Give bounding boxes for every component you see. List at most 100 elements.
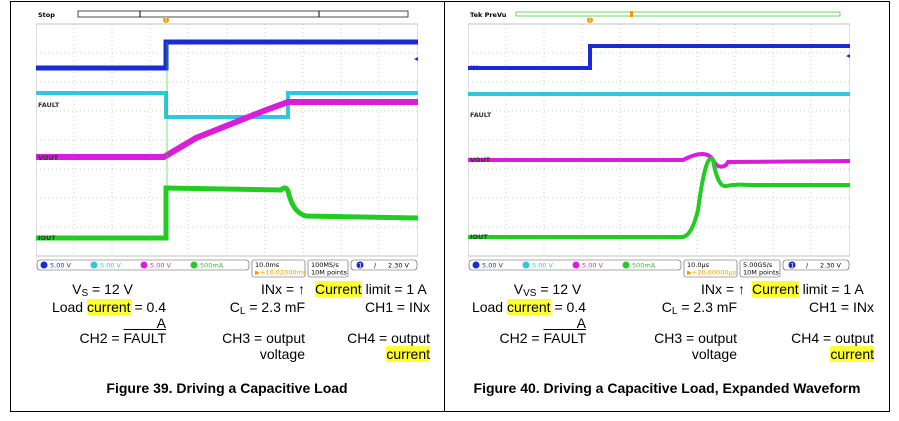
timebase: 10.0µs (687, 261, 710, 269)
cl-sub: L (671, 306, 678, 317)
param-ch4: CH4 = output current (752, 330, 874, 362)
trigger-channel: 1 (790, 261, 794, 269)
vs-prefix: V (513, 281, 524, 297)
parameter-block-fig39: VS = 12 V INx = ↑ Current limit = 1 A Lo… (10, 281, 444, 371)
record-points: 10M points (311, 269, 348, 277)
trigger-slope-icon: / (806, 262, 809, 270)
trigger-slope-icon: / (374, 262, 377, 270)
param-vs: VS = 12 V (40, 281, 165, 302)
record-view-bar (515, 11, 841, 17)
channel-label-fault: FAULT (38, 101, 60, 109)
sample-rate: 5.00GS/s (743, 261, 773, 269)
ch2-prefix: CH2 = (499, 330, 544, 346)
ch4-line1: CH4 = output (347, 330, 430, 346)
param-ch3: CH3 = output voltage (190, 330, 305, 362)
param-current-limit: Current limit = 1 A (315, 281, 440, 297)
cl-sub: L (239, 306, 246, 317)
cl-prefix: C (229, 299, 240, 315)
ch3-line1: CH3 = output (222, 330, 305, 346)
trigger-marker-text: T (587, 16, 592, 24)
trace-ch1-input (36, 39, 418, 71)
ch4-highlight: current (830, 346, 874, 362)
trace-ch1-input (468, 44, 850, 70)
channel-label-iout: IOUT (470, 233, 488, 241)
scope-status-text: Stop (38, 11, 55, 19)
vs-prefix: V (72, 281, 82, 297)
param-load-current: Load current = 0.4 A (445, 299, 586, 331)
table-border-left (10, 1, 11, 412)
trace-ch2-fault (36, 91, 418, 119)
figure39-caption: Figure 39. Driving a Capacitive Load (106, 380, 348, 396)
param-ch2: CH2 = FAULT (445, 330, 587, 346)
scope-screen-fig39: Stop T (36, 10, 418, 278)
ch2-fault: FAULT (123, 330, 166, 346)
scope-screen-fig40: Tek PreVu T (468, 11, 850, 278)
param-cl: CL = 2.3 mF (190, 299, 305, 320)
param-current-limit: Current limit = 1 A (752, 281, 882, 297)
ch3-line1: CH3 = output (654, 330, 737, 346)
ch1-offset-marker (414, 57, 418, 61)
ch4-scale: 500mA (200, 262, 224, 270)
ch2-fault: FAULT (543, 330, 586, 346)
scope-capture-fig39: Stop T (36, 10, 418, 278)
load-prefix: Load (51, 299, 87, 315)
ch3-line2: voltage (259, 346, 305, 362)
vs-sub: VS (523, 288, 537, 299)
vs-sub: S (81, 288, 89, 299)
table-border-top (10, 1, 890, 2)
param-ch1: CH1 = INx (809, 299, 874, 315)
sample-rate: 100MS/s (311, 261, 339, 269)
trigger-level: 2.30 V (388, 262, 410, 270)
channel-label-iout: IOUT (38, 234, 56, 242)
load-highlight: current (507, 299, 551, 315)
parameter-block-fig40: VVS = 12 V INx = ↑ Current limit = 1 A L… (445, 281, 889, 371)
ch1-scale: 5.00 V (482, 262, 504, 270)
ch4-scale: 500mA (632, 262, 656, 270)
param-cl: CL = 2.3 mF (625, 299, 737, 320)
trigger-delay: ▶+10.02000ms (255, 269, 307, 277)
limit-rest: limit = 1 A (798, 281, 864, 297)
channel-label-vout: VOUT (38, 154, 59, 162)
trigger-delay: ▶+20.00000µs (687, 269, 737, 277)
load-unit: A (576, 315, 586, 331)
load-prefix: Load (471, 299, 507, 315)
param-inx: INx = ↑ (701, 281, 745, 297)
limit-highlight: Current (315, 281, 362, 297)
param-ch4: CH4 = output current (315, 330, 430, 362)
ch3-scale: 5.00 V (582, 262, 604, 270)
graticule (36, 23, 418, 257)
ch3-scale: 5.00 V (150, 262, 172, 270)
channel-label-vout: VOUT (470, 156, 491, 164)
limit-highlight: Current (752, 281, 799, 297)
timebase: 10.0ms (255, 261, 280, 269)
record-view-position (630, 11, 633, 17)
trigger-marker-text: T (163, 16, 168, 24)
scope-status-text: Tek PreVu (470, 11, 507, 19)
record-points: 10M points (743, 269, 780, 277)
trigger-channel: 1 (358, 261, 362, 269)
vs-value: = 12 V (88, 281, 133, 297)
ch1-scale: 5.00 V (50, 262, 72, 270)
channel-label-in: IN (38, 64, 46, 72)
load-unit: A (156, 315, 166, 331)
vs-value: = 12 V (536, 281, 582, 297)
scope-status-bar: 5.00 V 5.00 V 5.00 V 500mA 10.0µs ▶+20.0… (468, 259, 850, 278)
table-divider (444, 1, 445, 412)
channel-label-fault: FAULT (470, 111, 492, 119)
graticule (468, 23, 850, 257)
trace-ch4-iout (36, 185, 418, 241)
ch3-line2: voltage (691, 346, 737, 362)
cl-value: = 2.3 mF (245, 299, 305, 315)
ch2-scale: 5.00 V (532, 262, 554, 270)
trigger-level: 2.30 V (820, 262, 842, 270)
scope-capture-fig40: Tek PreVu T (468, 10, 850, 278)
record-view-bar (77, 10, 409, 18)
channel-label-in: IN (470, 64, 478, 72)
trigger-position-icon (163, 17, 169, 23)
param-ch1: CH1 = INx (365, 299, 430, 315)
table-border-right (889, 1, 890, 412)
param-ch3: CH3 = output voltage (625, 330, 737, 362)
cl-value: = 2.3 mF (677, 299, 737, 315)
load-highlight: current (87, 299, 131, 315)
